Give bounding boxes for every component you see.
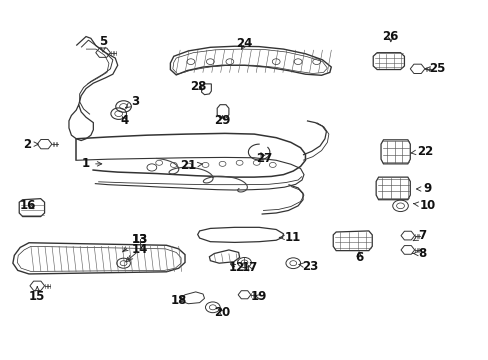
Text: 8: 8 bbox=[412, 247, 426, 260]
Text: 5: 5 bbox=[99, 35, 107, 52]
Text: 22: 22 bbox=[410, 145, 432, 158]
Text: 18: 18 bbox=[170, 294, 186, 307]
Text: 6: 6 bbox=[354, 251, 363, 264]
Text: 13: 13 bbox=[122, 233, 147, 252]
Text: 24: 24 bbox=[236, 37, 252, 50]
Text: 1: 1 bbox=[82, 157, 102, 170]
Text: 21: 21 bbox=[180, 159, 202, 172]
Text: 3: 3 bbox=[125, 95, 139, 108]
Text: 19: 19 bbox=[250, 290, 267, 303]
Text: 28: 28 bbox=[190, 80, 206, 93]
Text: 26: 26 bbox=[382, 30, 398, 43]
Text: 25: 25 bbox=[425, 62, 445, 75]
Text: 29: 29 bbox=[214, 114, 230, 127]
Text: 20: 20 bbox=[214, 306, 230, 319]
Text: 13: 13 bbox=[123, 233, 147, 251]
Text: 14: 14 bbox=[125, 243, 147, 262]
Text: 10: 10 bbox=[413, 199, 435, 212]
Text: 15: 15 bbox=[29, 287, 45, 303]
Text: 4: 4 bbox=[121, 114, 129, 127]
Text: 11: 11 bbox=[279, 231, 301, 244]
Text: 16: 16 bbox=[20, 199, 36, 212]
Text: 23: 23 bbox=[298, 260, 318, 273]
Text: 2: 2 bbox=[23, 138, 38, 150]
Text: 17: 17 bbox=[241, 261, 257, 274]
Text: 7: 7 bbox=[412, 229, 426, 242]
Text: 27: 27 bbox=[255, 152, 272, 165]
Text: 12: 12 bbox=[228, 261, 245, 274]
Text: 9: 9 bbox=[416, 183, 430, 195]
